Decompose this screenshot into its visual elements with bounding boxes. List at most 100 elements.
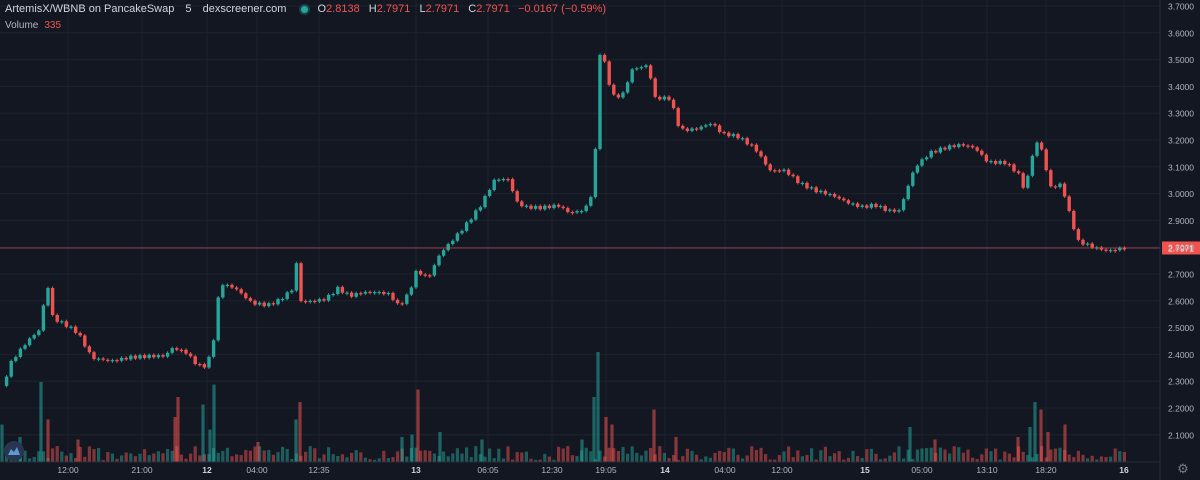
- volume-bar: [281, 446, 285, 462]
- candle: [589, 197, 593, 206]
- y-tick-label: 2.4000: [1168, 350, 1194, 360]
- candle: [1076, 229, 1081, 240]
- candle: [869, 203, 874, 208]
- volume-bar: [336, 455, 340, 462]
- volume-bar: [690, 450, 694, 462]
- candle: [561, 206, 565, 209]
- volume-bar: [161, 453, 165, 462]
- candle: [731, 134, 736, 137]
- candle: [653, 78, 657, 97]
- candle: [782, 169, 786, 172]
- x-tick-label: 12:00: [771, 465, 793, 475]
- volume-bar: [511, 459, 515, 462]
- candle: [1118, 247, 1122, 251]
- candle: [625, 82, 630, 93]
- candle: [276, 299, 280, 305]
- volume-bar: [1086, 458, 1090, 462]
- candle: [791, 174, 795, 177]
- candle: [202, 364, 207, 368]
- candle: [924, 157, 929, 160]
- candle: [805, 182, 809, 189]
- y-tick-label: 3.7000: [1168, 2, 1194, 12]
- candle: [303, 301, 308, 303]
- volume-bar: [110, 453, 114, 462]
- gear-icon[interactable]: ⚙: [1177, 461, 1189, 476]
- volume-bar: [610, 424, 614, 462]
- candle: [32, 334, 36, 339]
- volume-bar: [391, 457, 395, 462]
- volume-bar: [805, 454, 809, 462]
- volume-bar: [497, 448, 501, 462]
- candle: [391, 292, 395, 300]
- volume-bar: [1099, 456, 1103, 462]
- volume-bar: [1109, 456, 1113, 462]
- x-tick-label: 12:00: [57, 465, 79, 475]
- volume-bar: [350, 452, 354, 462]
- volume-bar: [276, 452, 280, 462]
- volume-bar: [989, 451, 993, 462]
- candle: [984, 154, 989, 162]
- candle: [754, 144, 759, 152]
- volume-bar: [1095, 459, 1099, 462]
- dexscreener-logo-icon[interactable]: [4, 441, 24, 461]
- candle: [1122, 247, 1127, 250]
- candle: [662, 96, 667, 100]
- candle: [529, 205, 533, 209]
- volume-bar: [1090, 455, 1094, 462]
- candle: [110, 360, 115, 362]
- volume-bar: [28, 458, 32, 462]
- candle: [267, 303, 271, 307]
- interval-label[interactable]: 5: [185, 3, 192, 15]
- volume-bar: [138, 453, 142, 462]
- y-tick-label: 3.1000: [1168, 162, 1194, 172]
- candle: [1072, 211, 1076, 230]
- candle: [874, 203, 878, 208]
- candle: [980, 150, 984, 155]
- volume-bar: [298, 402, 302, 462]
- candle: [78, 332, 82, 336]
- volume-bar: [869, 448, 873, 462]
- candle: [520, 201, 524, 207]
- volume-bar: [741, 458, 745, 462]
- candle: [1104, 249, 1108, 251]
- volume-bar: [1033, 402, 1037, 462]
- volume-bar: [423, 450, 427, 462]
- volume-bar: [888, 455, 892, 462]
- candle: [221, 285, 225, 298]
- y-tick-label: 2.1000: [1168, 430, 1194, 440]
- symbol-title[interactable]: ArtemisX/WBNB on PancakeSwap: [5, 3, 175, 15]
- candle: [133, 355, 138, 359]
- candle: [469, 219, 473, 223]
- y-tick-label: 3.5000: [1168, 55, 1194, 65]
- candle: [648, 65, 653, 79]
- volume-bar: [248, 450, 252, 462]
- volume-bar: [561, 448, 565, 462]
- volume-bar: [971, 457, 975, 462]
- candle: [188, 353, 193, 357]
- volume-bar: [446, 456, 450, 462]
- change-value: −0.0167 (−0.59%): [517, 3, 607, 15]
- volume-bar: [256, 442, 260, 462]
- volume-bar: [212, 384, 216, 462]
- candle: [271, 303, 276, 305]
- candle: [405, 294, 409, 304]
- candle: [382, 291, 386, 295]
- volume-bar: [23, 450, 27, 462]
- volume-bar: [635, 452, 639, 462]
- price-axis[interactable]: 3.7000 3.6000 3.5000 3.4000 3.3000 3.2000 3.10…: [1159, 0, 1194, 480]
- candle: [87, 346, 92, 353]
- y-tick-label: 2.6000: [1168, 296, 1194, 306]
- volume-bar: [152, 453, 156, 462]
- market-status-icon: [301, 5, 309, 13]
- candle: [460, 230, 464, 234]
- volume-bar: [41, 451, 45, 462]
- volume-bar: [1035, 453, 1039, 462]
- volume-bar: [143, 449, 147, 462]
- candle: [152, 354, 156, 358]
- candle: [759, 151, 763, 157]
- volume-bar: [340, 454, 344, 462]
- volume-bar: [492, 458, 496, 462]
- time-axis[interactable]: 12:00 21:00 12 04:00 12:35 13 06:05 12:30 19:05 1…: [0, 461, 1160, 475]
- volume-bar: [814, 459, 818, 462]
